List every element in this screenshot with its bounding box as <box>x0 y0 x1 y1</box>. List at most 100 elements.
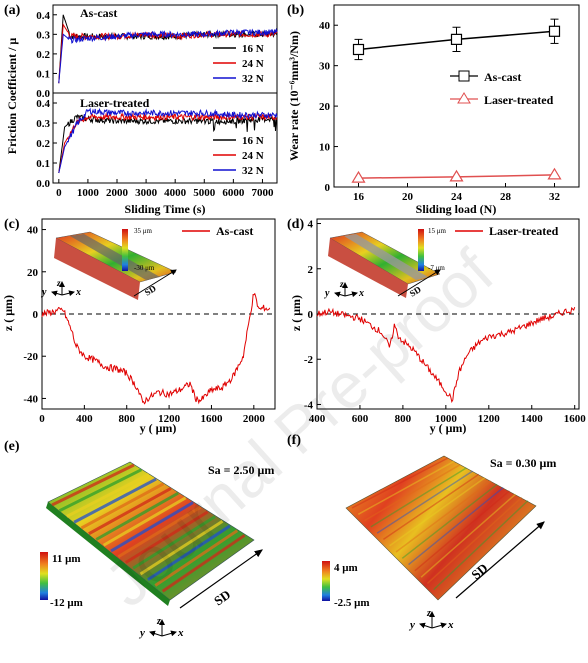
x-axis-label-d: y ( μm) <box>430 421 467 435</box>
x-tick-label: 1200 <box>158 413 181 425</box>
scale-max-d: 15 μm <box>428 227 447 235</box>
axis-x-e: x <box>177 627 184 639</box>
surface-streak <box>395 480 492 553</box>
ticks-d: 400 600 800 1000 1200 1400 1600 4 2 0 -2 -4 <box>304 219 586 425</box>
surface-ridges-e <box>51 463 246 593</box>
surface-ridge <box>51 463 135 507</box>
y-tick-label: 0 <box>308 309 314 321</box>
y-tick-label: 0.0 <box>36 88 50 100</box>
sd-label-c: SD <box>143 283 158 298</box>
x-ticks-a: 0 1000 2000 3000 4000 5000 6000 7000 <box>56 179 274 199</box>
panel-label-c: (c) <box>4 217 20 232</box>
y-tick-label: 30 <box>319 61 331 73</box>
surface-streak <box>420 493 517 578</box>
axis-y-c: y <box>41 287 47 298</box>
surface-ridge <box>73 477 157 524</box>
sd-arrow-f <box>455 521 545 599</box>
series-lines-a-top <box>58 14 278 84</box>
surface-ridge <box>161 534 246 593</box>
x-tick-label: 5000 <box>193 187 216 199</box>
surface-ridge <box>88 487 172 536</box>
legend-d: Laser-treated <box>455 224 559 238</box>
axis-z-e: z <box>156 616 161 627</box>
panel-label-d: (d) <box>287 217 304 232</box>
x-tick-label: 16 <box>353 191 365 203</box>
legend-c: As-cast <box>182 224 253 238</box>
surface-streak <box>376 470 473 534</box>
friction-line-24N <box>58 112 278 174</box>
inset-3d-d: 15 μm -7 μm SD z y x <box>324 227 447 299</box>
panel-label-f: (f) <box>287 433 301 448</box>
surface-3d-f <box>345 455 537 601</box>
surface-ridge <box>132 515 216 570</box>
legend-label: 32 N <box>242 165 264 177</box>
y-tick-label: 0.2 <box>36 138 50 150</box>
sa-label-e: Sa = 2.50 μm <box>208 463 274 477</box>
square-marker <box>352 43 365 56</box>
axis-x-d: x <box>358 288 364 299</box>
panel-label-e: (e) <box>4 439 20 454</box>
x-tick-label: 400 <box>309 413 326 425</box>
sd-arrow-e <box>179 549 263 609</box>
y-tick-label: -2 <box>304 354 314 366</box>
axis-y-e: y <box>138 627 145 639</box>
x-tick-label: 3000 <box>135 187 158 199</box>
x-tick-label: 1000 <box>435 413 458 425</box>
surface-ridge <box>139 519 224 576</box>
axis-x-f: x <box>447 619 454 631</box>
subplot-title-laser: Laser-treated <box>80 96 150 110</box>
surface-ridge <box>147 524 231 582</box>
y-tick-label: -20 <box>23 351 38 363</box>
axis-z-d: z <box>339 279 344 289</box>
y-tick-label: 0.4 <box>36 10 50 22</box>
legend-label: 16 N <box>242 43 264 55</box>
axes-triad-f: z y x <box>408 608 454 631</box>
friction-line-32N <box>58 27 278 84</box>
x-tick-label: 6000 <box>222 187 245 199</box>
x-tick-label: 24 <box>451 191 463 203</box>
x-tick-label: 2000 <box>243 413 266 425</box>
scale-min-d: -7 μm <box>428 264 445 272</box>
ticks-c: 0 400 800 1200 1600 2000 40 20 0 -20 -40 <box>23 225 265 425</box>
panel-e: (e) Sa = 2.50 μm 11 μm -12 μm SD z y x <box>4 439 274 639</box>
legend-a-top: 16 N 24 N 32 N <box>213 43 264 85</box>
x-tick-label: 0 <box>56 187 62 199</box>
surface-streak <box>408 486 504 566</box>
plot-frame-a-bottom <box>52 92 278 184</box>
surface-ridge <box>124 510 209 564</box>
scale-max-f: 4 μm <box>334 562 358 574</box>
legend-label: 16 N <box>242 135 264 147</box>
y-tick-label: 0.1 <box>36 158 50 170</box>
legend-label: 24 N <box>242 150 264 162</box>
sd-arrow-d <box>397 269 441 297</box>
scale-min-c: -30 μm <box>134 264 155 272</box>
x-tick-label: 1600 <box>564 413 587 425</box>
ticks-b: 16 20 24 28 32 0 10 20 30 40 <box>319 20 561 203</box>
x-tick-label: 1400 <box>521 413 544 425</box>
y-tick-label: 4 <box>308 219 314 231</box>
y-tick-label: 40 <box>319 20 331 32</box>
surface-streak <box>370 467 467 528</box>
sd-label-e: SD <box>211 587 233 609</box>
series-d <box>316 306 576 404</box>
y-tick-label: 0.3 <box>36 29 50 41</box>
panel-d: (d) 400 600 800 1000 1200 1400 1600 4 2 0 -2 -4 15 … <box>287 217 586 435</box>
triangle-marker <box>547 167 562 180</box>
x-tick-label: 600 <box>352 413 369 425</box>
scale-max-c: 35 μm <box>134 227 153 235</box>
y-tick-label: 20 <box>27 267 39 279</box>
inset-side-d <box>328 238 408 298</box>
x-tick-label: 1200 <box>478 413 501 425</box>
wear-track-d <box>344 234 428 280</box>
surface-ridge <box>102 496 187 547</box>
colorbar-c <box>122 229 128 271</box>
square-marker <box>450 33 463 45</box>
panel-a: (a) As-cast 0.0 0.1 0.2 0.3 0.4 16 N 24 N 32 N… <box>4 3 278 216</box>
x-tick-label: 2000 <box>106 187 129 199</box>
surface-streak <box>401 483 498 559</box>
inset-3d-c: 35 μm -30 μm SD z y x <box>41 227 177 300</box>
legend-label: Laser-treated <box>484 93 554 107</box>
surface-ridge <box>117 505 202 559</box>
y-tick-label: 0.4 <box>36 98 50 110</box>
